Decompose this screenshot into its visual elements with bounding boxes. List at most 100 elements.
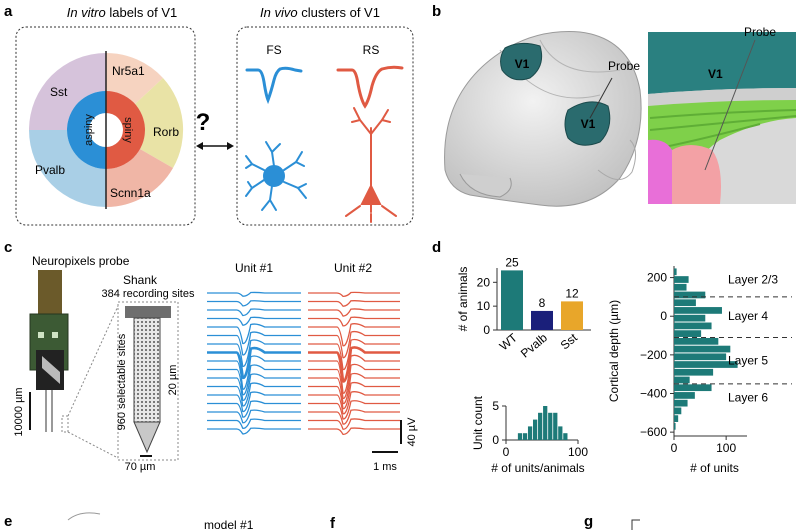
y-tick-label: 10 [477,299,491,313]
depth-bar [674,299,696,307]
model-label: model #1 [204,518,254,530]
x-tick-label: 100 [568,445,588,459]
y-tick-label: 200 [647,271,667,285]
depth-bar [674,337,719,345]
depth-bar [674,276,689,283]
panel-letter-e: e [4,513,12,530]
layer-label: Layer 6 [728,390,768,404]
x-axis-title: # of units/animals [491,461,584,475]
x-tick-label: 100 [716,441,736,455]
y-tick-label: 5 [492,399,499,413]
traces-unit2-trace [308,308,400,317]
probe-label-section: Probe [744,25,776,39]
y-tick-label: 0 [483,323,490,337]
panel-letter-d: d [432,239,441,256]
traces-unit1-trace [207,427,301,435]
donut-scnn1a-segment [106,149,173,208]
traces-unit1-trace [207,308,301,317]
selectable-sites-label: 960 selectable sites [116,333,128,430]
shank-title: Shank [123,273,158,287]
traces-unit1-trace [207,339,301,367]
traces-unit2-trace [308,330,400,359]
scale-70um: 70 µm [125,461,156,473]
in-vivo-box [236,26,414,226]
panel-c: c Neuropixels probe 10000 µm Shank 384 r… [4,239,418,473]
panel-b: b V1 V1 Probe V1 Probe [432,3,797,207]
neuropixels-probe-drawing [29,270,119,459]
traces-unit2-trace [308,409,400,425]
donut-spiny-half [106,91,145,169]
histogram-bar [522,433,528,440]
depth-bar [674,399,688,407]
depth-bar [674,368,714,376]
donut-pvalb-segment [29,130,106,207]
histogram-bar [533,419,538,440]
unit2-traces [308,291,400,436]
donut-aspiny-half [67,91,106,169]
depth-bar [674,322,712,330]
panel-f: f [330,515,336,530]
depth-bar [674,307,722,314]
traces-unit2-trace [308,300,400,307]
bar-pvalb [531,310,553,330]
pyramidal-neuron-icon [345,107,397,223]
label-spiny: spiny [122,117,134,143]
panel-a-left-title: In vitro labels of V1 [67,5,178,20]
traces-unit1-trace [207,346,301,380]
shank-zoom-box [117,301,179,461]
y-tick-label: 0 [660,309,667,323]
histogram-bar [563,433,568,440]
v1-label-section: V1 [708,67,723,81]
traces-unit1-trace [207,316,301,326]
traces-unit1-trace [207,323,301,345]
bar-sst [561,301,583,330]
histogram-bar [543,406,548,440]
donut-sst-segment [29,53,106,130]
label-sst: Sst [50,85,68,99]
fs-waveform [245,66,303,105]
depth-bar [674,392,695,399]
panel-letter-a: a [4,3,13,20]
label-pvalb: Pvalb [35,163,65,177]
donut-rorb-segment [135,78,184,168]
traces-unit2-trace [308,316,400,327]
traces-unit2-trace [308,372,400,405]
depth-bar [674,283,687,291]
x-tick-label: 0 [503,445,510,459]
traces-unit2-trace [308,338,400,371]
shank-drawing [125,306,171,454]
mouse-brain-3d: V1 V1 Probe [444,31,642,207]
traces-unit2-trace [308,427,400,436]
rs-waveform [336,65,404,109]
depth-bar [674,330,702,337]
layer-label: Layer 5 [728,354,768,368]
traces-unit2-trace [308,418,400,430]
histogram-bar [553,412,558,440]
chart-cortical-depth: Layer 2/3 Layer 4 Layer 5 Layer 6 200 0 −200 −4… [607,266,792,475]
depth-bar [674,376,690,384]
depth-bar [674,407,682,415]
traces-unit2-trace [308,363,400,399]
bar-value-label: 25 [505,255,519,269]
traces-unit2-trace [308,400,400,420]
depth-bar [674,314,706,322]
v1-region-top [500,42,543,81]
histogram-bar [527,426,533,440]
unit1-title: Unit #1 [235,261,273,275]
cell-type-donut: aspiny spiny Sst Pvalb Nr5a1 Rorb Scnn1a [29,51,184,209]
depth-bar [674,291,706,299]
traces-unit1-trace [207,373,301,401]
traces-unit1-trace [207,391,301,413]
traces-unit1-trace [207,331,301,356]
panel-e: e model #1 [4,512,254,530]
depth-bar [674,415,679,422]
bar-value-label: 8 [539,296,546,310]
y-tick-label: 0 [492,433,499,447]
y-axis-title: Unit count [471,395,485,450]
interneuron-icon [245,141,307,211]
traces-unit2-trace [308,391,400,415]
cluster-rs-label: RS [363,43,380,57]
probe-label-3d: Probe [608,59,640,73]
